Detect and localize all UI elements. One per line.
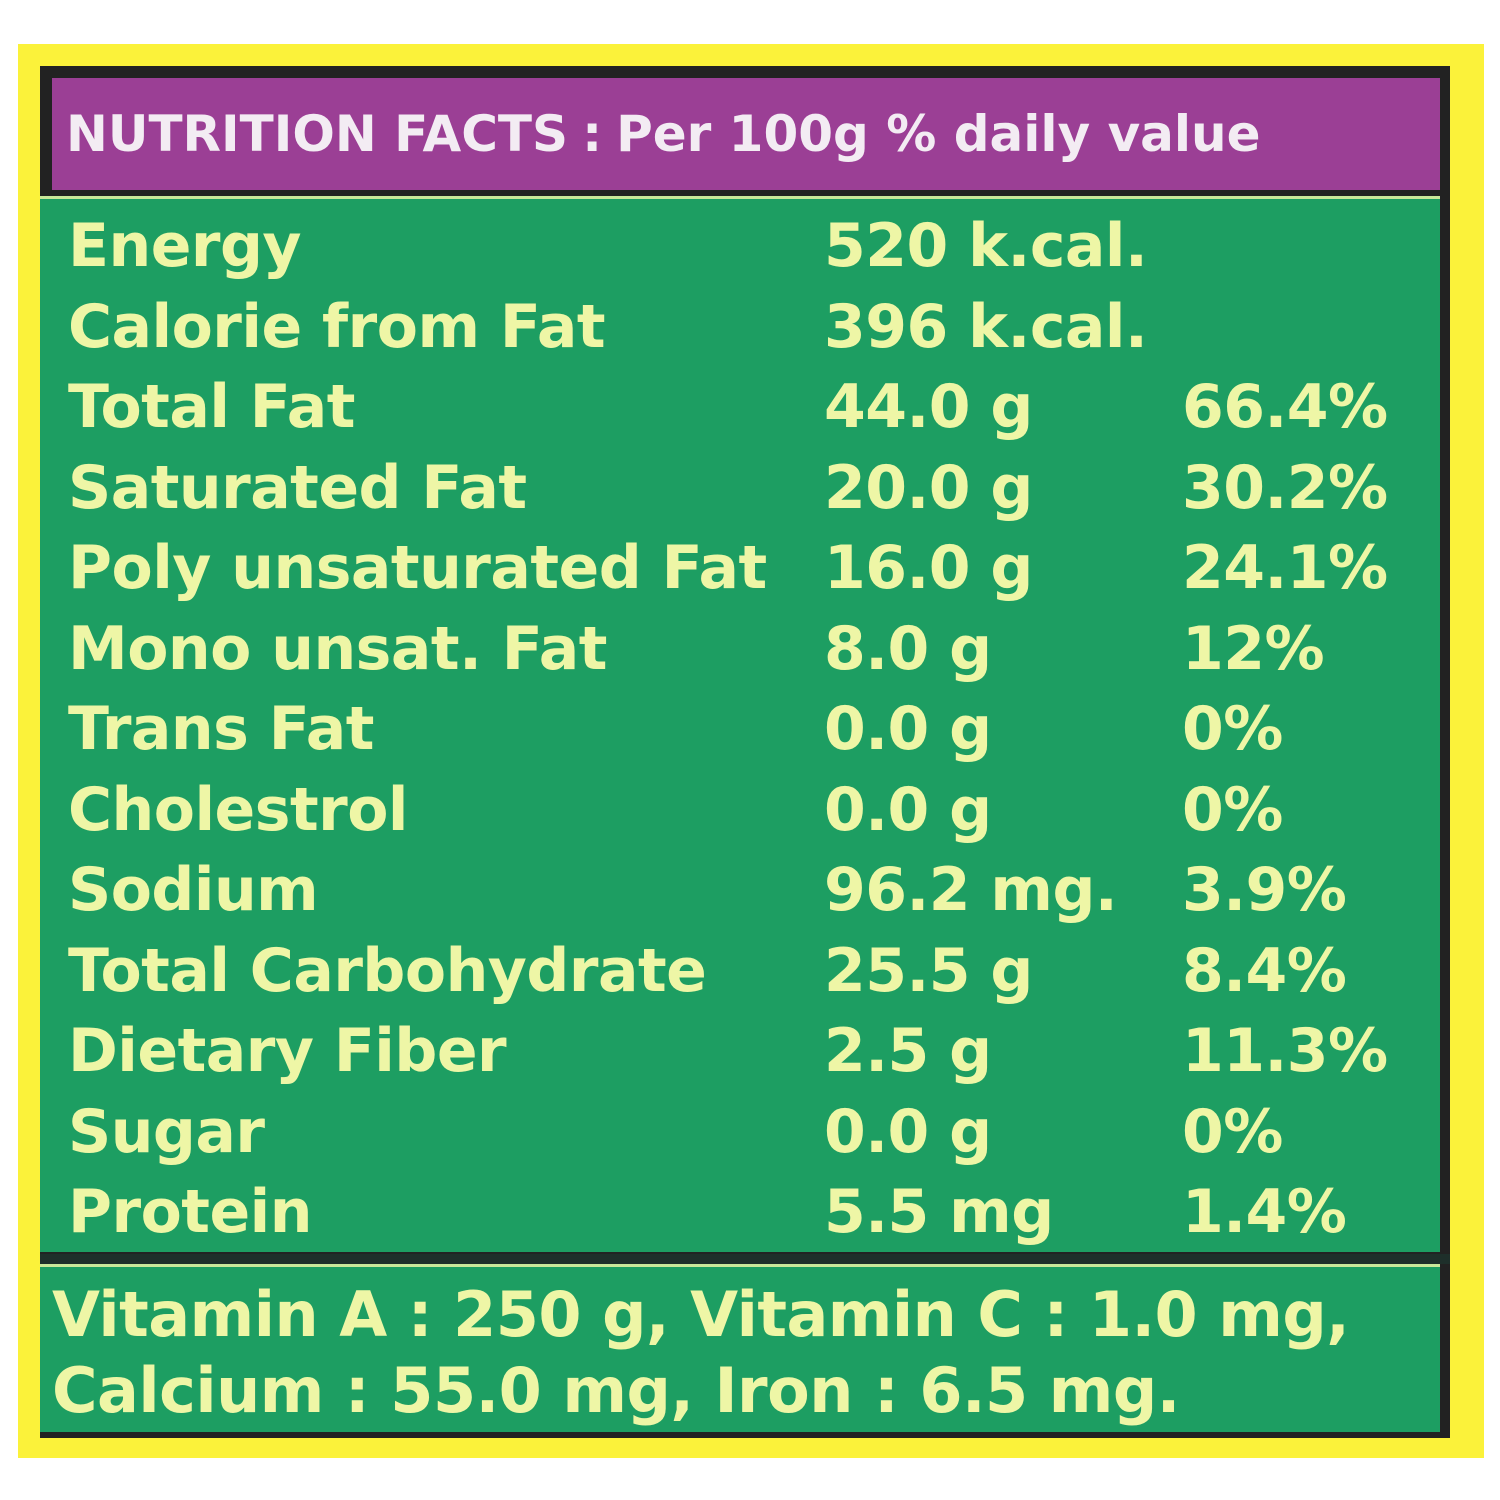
nutrient-amount: 5.5 mg — [824, 1177, 1054, 1247]
nutrient-amount: 2.5 g — [824, 1016, 992, 1086]
nutrient-daily-value: 0% — [1182, 1096, 1283, 1167]
nutrient-name: Trans Fat — [68, 694, 374, 764]
nutrient-name: Saturated Fat — [68, 452, 527, 523]
nutrient-amount: 44.0 g — [824, 372, 1033, 442]
nutrient-amount: 25.5 g — [824, 935, 1033, 1006]
nutrient-amount: 16.0 g — [824, 533, 1033, 603]
header-separator: : — [582, 105, 603, 163]
header-subtitle: Per 100g % daily value — [616, 105, 1261, 163]
nutrient-name: Total Fat — [68, 372, 355, 442]
nutrient-daily-value: 8.4% — [1182, 935, 1347, 1006]
footer-line-vitamins: Vitamin A : 250 g, Vitamin C : 1.0 mg, — [52, 1278, 1350, 1351]
nutrient-daily-value: 0% — [1182, 774, 1283, 845]
nutrient-row: Protein 5.5 mg 1.4% — [64, 1172, 1434, 1253]
nutrient-daily-value: 11.3% — [1182, 1016, 1388, 1086]
nutrient-row: Mono unsat. Fat 8.0 g 12% — [64, 609, 1434, 690]
section-divider — [40, 1254, 1450, 1264]
nutrition-header: NUTRITION FACTS : Per 100g % daily value — [52, 78, 1440, 190]
nutrient-amount: 396 k.cal. — [824, 291, 1148, 362]
nutrient-amount: 0.0 g — [824, 774, 992, 845]
nutrient-amount: 20.0 g — [824, 452, 1033, 523]
nutrient-row: Calorie from Fat 396 k.cal. — [64, 287, 1434, 368]
footer-line-minerals: Calcium : 55.0 mg, Iron : 6.5 mg. — [52, 1354, 1180, 1427]
nutrient-daily-value: 0% — [1182, 694, 1283, 764]
nutrient-row: Cholestrol 0.0 g 0% — [64, 770, 1434, 851]
nutrient-row: Saturated Fat 20.0 g 30.2% — [64, 448, 1434, 529]
nutrient-daily-value: 66.4% — [1182, 372, 1388, 442]
nutrient-amount: 520 k.cal. — [824, 211, 1148, 281]
nutrient-name: Energy — [68, 211, 302, 281]
nutrient-row: Total Carbohydrate 25.5 g 8.4% — [64, 931, 1434, 1012]
nutrient-name: Sugar — [68, 1096, 265, 1167]
nutrient-daily-value: 3.9% — [1182, 855, 1347, 925]
nutrient-table: Energy 520 k.cal. Calorie from Fat 396 k… — [64, 206, 1434, 1253]
nutrient-amount: 0.0 g — [824, 1096, 992, 1167]
nutrient-name: Dietary Fiber — [68, 1016, 507, 1086]
nutrient-name: Total Carbohydrate — [68, 935, 707, 1006]
vitamins-minerals-footer: Vitamin A : 250 g, Vitamin C : 1.0 mg, C… — [40, 1264, 1440, 1432]
nutrient-row: Sodium 96.2 mg. 3.9% — [64, 850, 1434, 931]
nutrient-row: Trans Fat 0.0 g 0% — [64, 689, 1434, 770]
nutrient-row: Total Fat 44.0 g 66.4% — [64, 367, 1434, 448]
nutrient-name: Poly unsaturated Fat — [68, 533, 767, 603]
nutrient-row: Dietary Fiber 2.5 g 11.3% — [64, 1011, 1434, 1092]
nutrient-daily-value: 1.4% — [1182, 1177, 1347, 1247]
nutrient-table-background — [40, 196, 1440, 1252]
nutrient-name: Calorie from Fat — [68, 291, 606, 362]
nutrient-row: Energy 520 k.cal. — [64, 206, 1434, 287]
header-title: NUTRITION FACTS — [66, 105, 569, 163]
nutrient-amount: 96.2 mg. — [824, 855, 1118, 925]
nutrient-row: Poly unsaturated Fat 16.0 g 24.1% — [64, 528, 1434, 609]
nutrient-daily-value: 12% — [1182, 613, 1325, 684]
nutrient-amount: 8.0 g — [824, 613, 992, 684]
nutrient-name: Sodium — [68, 855, 319, 925]
nutrient-daily-value: 24.1% — [1182, 533, 1388, 603]
nutrient-name: Cholestrol — [68, 774, 409, 845]
nutrient-name: Protein — [68, 1177, 312, 1247]
nutrient-amount: 0.0 g — [824, 694, 992, 764]
nutrient-row: Sugar 0.0 g 0% — [64, 1092, 1434, 1173]
nutrient-name: Mono unsat. Fat — [68, 613, 607, 684]
nutrient-daily-value: 30.2% — [1182, 452, 1388, 523]
